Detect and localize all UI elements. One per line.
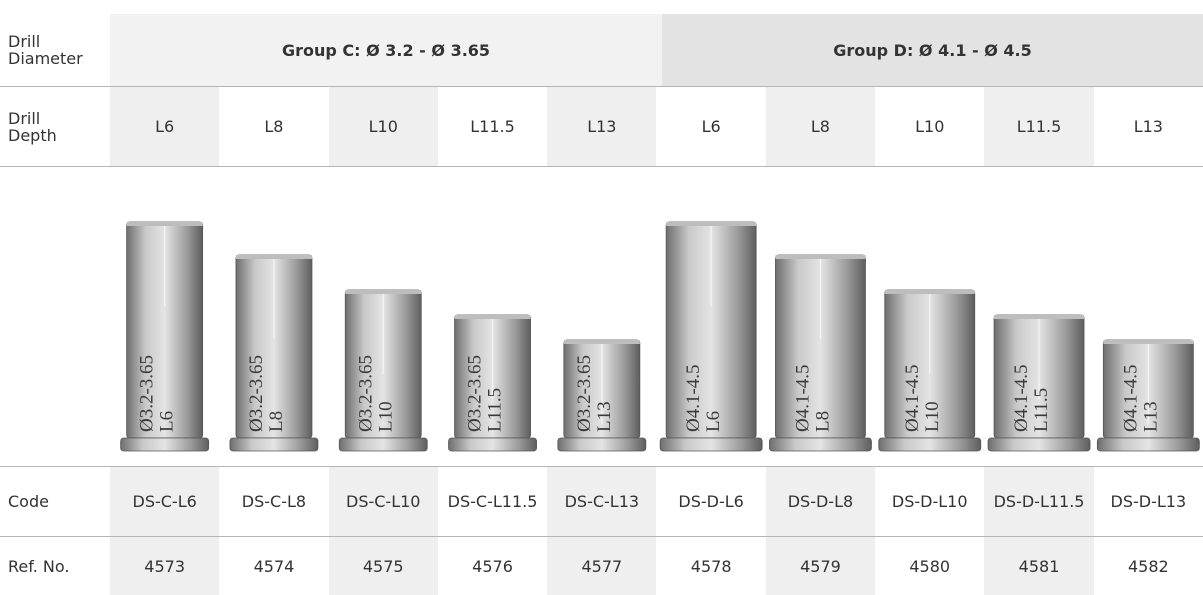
sleeve-top bbox=[345, 290, 422, 294]
engraving: L11.5 bbox=[1031, 388, 1052, 432]
sleeve-top bbox=[235, 255, 312, 259]
flange bbox=[557, 437, 647, 452]
engraving: Ø3.2-3.65 bbox=[246, 355, 267, 432]
engraving: L11.5 bbox=[485, 388, 506, 432]
group-header: Group D: Ø 4.1 - Ø 4.5 bbox=[662, 14, 1203, 86]
divider bbox=[0, 86, 1203, 87]
table-cell: L8 bbox=[264, 117, 284, 136]
flange bbox=[448, 437, 537, 452]
table-cell: 4581 bbox=[984, 537, 1094, 595]
table-cell: DS-D-L8 bbox=[765, 467, 876, 536]
table-cell: 4577 bbox=[547, 537, 657, 595]
sleeve-top bbox=[775, 255, 866, 259]
sleeve-top bbox=[1103, 340, 1194, 344]
table-cell: L10 bbox=[915, 117, 945, 136]
engraving: L6 bbox=[703, 411, 724, 432]
flange bbox=[769, 437, 872, 452]
table-cell: L11.5 bbox=[984, 87, 1094, 166]
flange bbox=[659, 437, 763, 452]
table-cell: L8 bbox=[765, 87, 876, 166]
flange bbox=[987, 437, 1091, 452]
table-cell: DS-D-L10 bbox=[891, 492, 968, 511]
table-cell: L6 bbox=[110, 87, 220, 166]
engraving: L8 bbox=[266, 411, 287, 432]
group-header: Group C: Ø 3.2 - Ø 3.65 bbox=[110, 14, 662, 86]
table-cell: 4582 bbox=[1127, 556, 1169, 576]
flange bbox=[338, 437, 428, 452]
engraving: Ø3.2-3.65 bbox=[574, 355, 595, 432]
sleeve-top bbox=[994, 315, 1085, 319]
engraving: L13 bbox=[1140, 401, 1161, 432]
flange bbox=[229, 437, 319, 452]
flange bbox=[878, 437, 982, 452]
table-cell: L13 bbox=[1133, 117, 1163, 136]
sleeve-top bbox=[563, 340, 640, 344]
table-cell: 4579 bbox=[765, 537, 876, 595]
table-cell: L13 bbox=[547, 87, 657, 166]
flange bbox=[1096, 437, 1200, 452]
row-label: Drill Diameter bbox=[8, 32, 83, 68]
table-cell: L10 bbox=[328, 87, 438, 166]
table-cell: DS-C-L6 bbox=[110, 467, 220, 536]
divider bbox=[0, 536, 1203, 537]
table-cell: L6 bbox=[701, 117, 721, 136]
product-images: Ø3.2-3.65 L6 Ø3.2-3.65 L8 Ø3.2-3.65 L10 Ø3.2-3… bbox=[120, 221, 1200, 452]
table-cell: DS-D-L13 bbox=[1110, 492, 1187, 511]
engraving: Ø3.2-3.65 bbox=[465, 355, 486, 432]
table-cell: DS-D-L11.5 bbox=[984, 467, 1094, 536]
table-cell: 4576 bbox=[472, 556, 513, 576]
table-cell: 4575 bbox=[328, 537, 438, 595]
engraving: Ø4.1-4.5 bbox=[792, 364, 813, 432]
engraving: L10 bbox=[375, 401, 396, 432]
sleeve-top bbox=[126, 222, 203, 226]
table-cell: DS-C-L10 bbox=[328, 467, 438, 536]
table-cell: DS-D-L6 bbox=[678, 492, 744, 511]
table-cell: DS-C-L11.5 bbox=[447, 492, 538, 511]
engraving: Ø3.2-3.65 bbox=[355, 355, 376, 432]
engraving: Ø4.1-4.5 bbox=[1011, 364, 1032, 432]
engraving: L13 bbox=[594, 401, 615, 432]
table-cell: 4573 bbox=[110, 537, 220, 595]
table-cell: DS-C-L8 bbox=[241, 492, 307, 511]
engraving: Ø4.1-4.5 bbox=[1120, 364, 1141, 432]
table-cell: 4574 bbox=[253, 556, 295, 576]
row-label: Code bbox=[8, 492, 49, 511]
table-cell: 4578 bbox=[690, 556, 732, 576]
engraving: Ø4.1-4.5 bbox=[902, 364, 923, 432]
divider bbox=[0, 166, 1203, 167]
sleeve-top bbox=[666, 222, 757, 226]
engraving: L8 bbox=[812, 411, 833, 432]
sleeve-top bbox=[884, 290, 975, 294]
engraving: Ø3.2-3.65 bbox=[137, 355, 158, 432]
row-label: Drill Depth bbox=[8, 108, 57, 145]
table-cell: DS-C-L13 bbox=[547, 467, 657, 536]
row-label: Ref. No. bbox=[8, 556, 70, 576]
engraving: Ø4.1-4.5 bbox=[683, 364, 704, 432]
table-cell: 4580 bbox=[909, 556, 951, 576]
table-cell: L11.5 bbox=[470, 117, 515, 136]
flange bbox=[120, 437, 210, 452]
engraving: L6 bbox=[157, 411, 178, 432]
divider bbox=[0, 466, 1203, 467]
engraving: L10 bbox=[922, 401, 943, 432]
sleeve-top bbox=[454, 315, 531, 319]
